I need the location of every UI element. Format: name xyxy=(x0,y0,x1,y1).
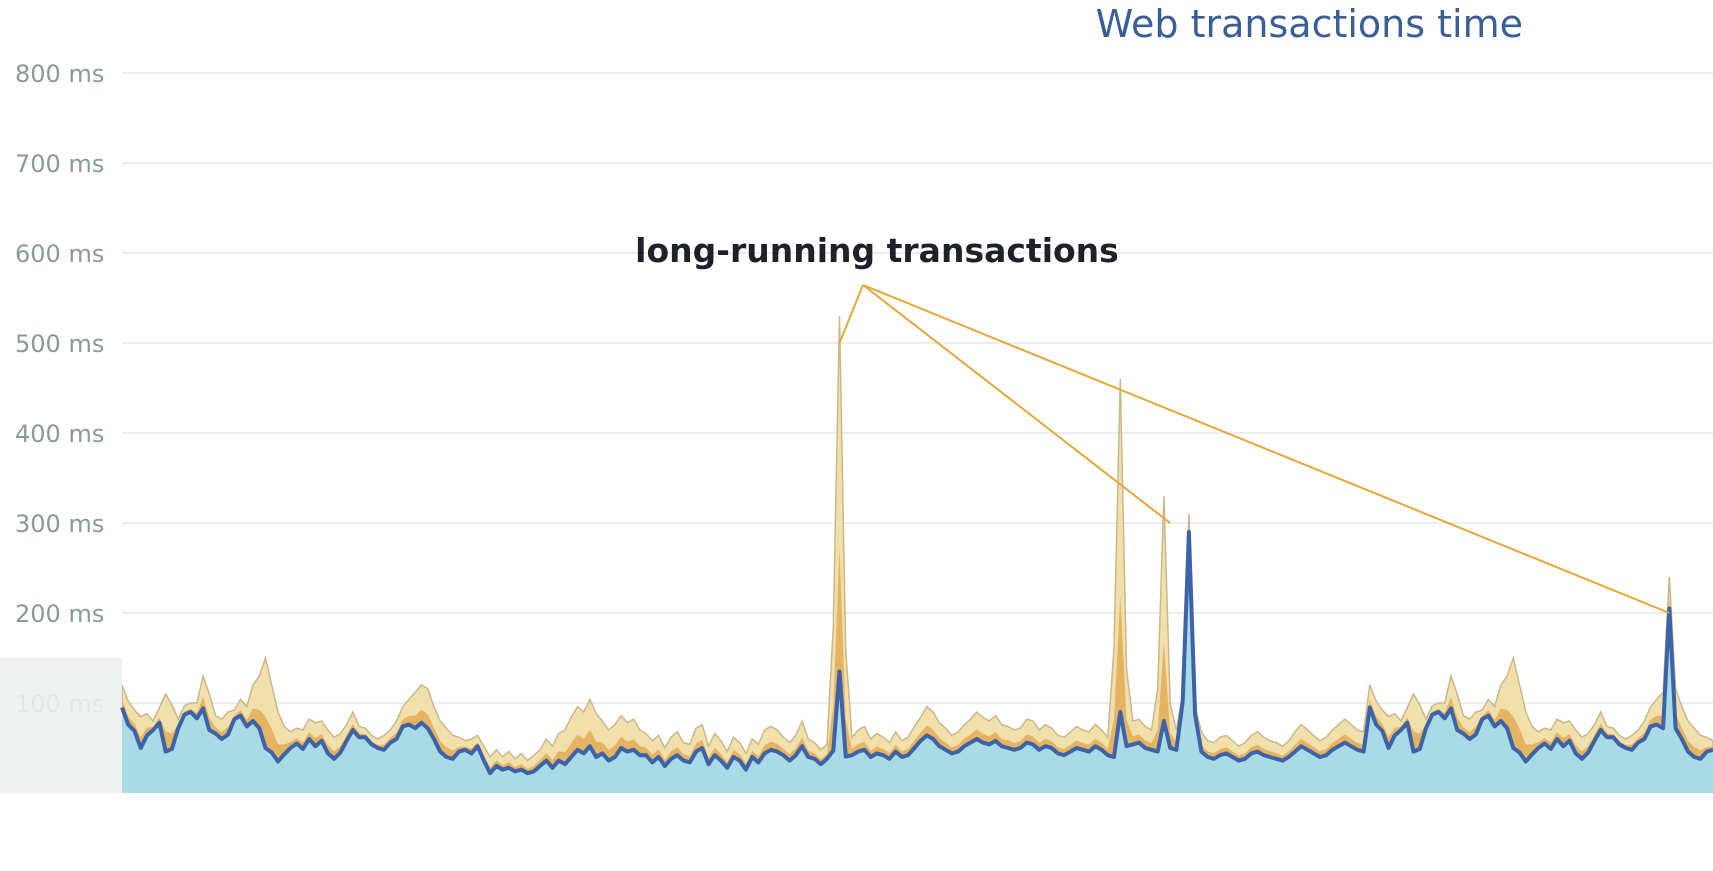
chart-title: Web transactions time xyxy=(1095,2,1523,46)
series-line xyxy=(120,530,1713,776)
y-tick-label: 500 ms xyxy=(15,330,104,358)
annotation-leader-line xyxy=(862,284,1670,614)
annotation-leader-line xyxy=(838,284,864,344)
area-mid-layer xyxy=(122,525,1713,774)
y-tick-label: 800 ms xyxy=(15,60,104,88)
y-tick-label: 400 ms xyxy=(15,420,104,448)
annotation-text: long-running transactions xyxy=(635,231,1119,270)
plot-line xyxy=(120,530,1713,776)
annotation: long-running transactions xyxy=(635,231,1670,614)
area-top-layer xyxy=(121,315,1713,775)
y-tick-label: 600 ms xyxy=(15,240,104,268)
faded-region xyxy=(0,658,122,793)
annotation-leader-line xyxy=(862,284,1171,524)
y-tick-label: 700 ms xyxy=(15,150,104,178)
grid xyxy=(122,72,1713,704)
plot-areas xyxy=(0,315,1713,793)
y-tick-label: 300 ms xyxy=(15,510,104,538)
area-base-layer xyxy=(122,532,1713,793)
y-tick-label: 200 ms xyxy=(15,600,104,628)
